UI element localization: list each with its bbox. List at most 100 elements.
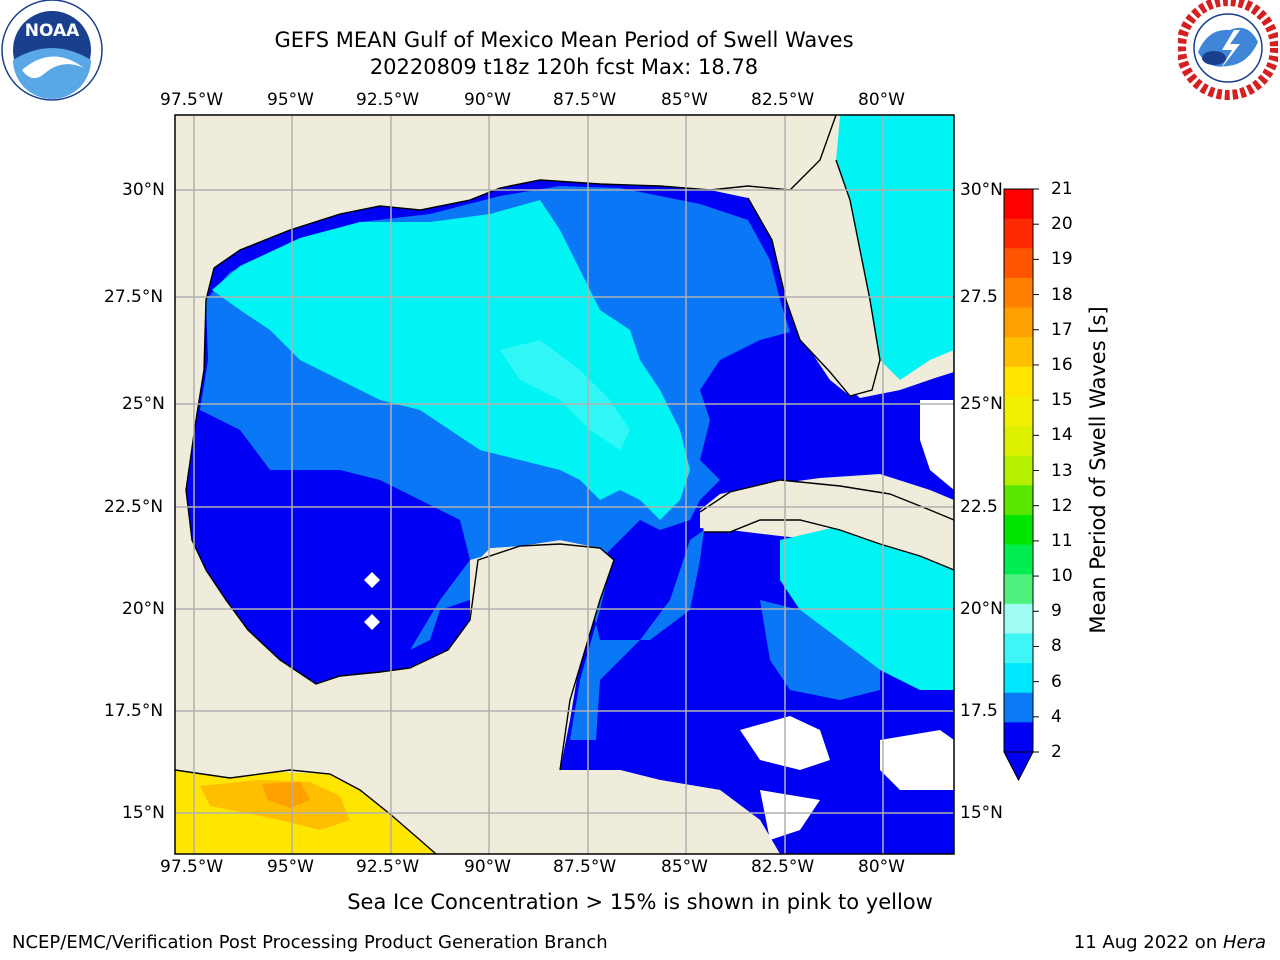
colorbar-segment (1004, 663, 1033, 694)
lat-label-left: 27.5°N (104, 287, 164, 307)
lat-label-right: 27.5 (960, 287, 998, 307)
colorbar-tick-label: 2 (1051, 742, 1062, 762)
mexico-land (175, 115, 420, 790)
colorbar-segment (1004, 218, 1033, 249)
noaa-logo-text: NOAA (25, 21, 80, 41)
colorbar-segment (1004, 574, 1033, 605)
lon-label-top: 95°W (267, 90, 314, 110)
lon-label-bottom: 87.5°W (553, 857, 617, 877)
lon-label-bottom: 80°W (858, 857, 905, 877)
lat-label-left: 25°N (122, 394, 165, 414)
lat-label-right: 15°N (960, 803, 1003, 823)
colorbar-tick-label: 18 (1051, 284, 1073, 305)
map-frame (174, 114, 955, 855)
nws-logo-icon (1176, 0, 1280, 100)
lat-label-right: 22.5 (960, 497, 998, 517)
lat-label-left: 22.5°N (104, 497, 164, 517)
us-coast-land (175, 115, 840, 268)
gulf-cyan-water (212, 200, 690, 520)
coastline-north (213, 115, 837, 269)
lat-label-left: 30°N (122, 180, 165, 200)
map-subtitle: 20220809 t18z 120h fcst Max: 18.78 (369, 55, 759, 79)
lat-label-left: 17.5°N (104, 701, 164, 721)
footer-date: 11 Aug 2022 on Hera (1074, 932, 1266, 953)
colorbar (1003, 188, 1039, 782)
colorbar-segment (1004, 337, 1033, 368)
gulf-light-cyan-streak (500, 340, 630, 450)
lon-label-bottom: 92.5°W (356, 857, 420, 877)
lon-label-top: 90°W (464, 90, 511, 110)
caption: Sea Ice Concentration > 15% is shown in … (0, 890, 1280, 914)
colorbar-segment (1004, 722, 1033, 753)
coastline-mexico (185, 267, 615, 771)
footer-date-text: 11 Aug 2022 on (1073, 932, 1223, 953)
colorbar-segment (1004, 455, 1033, 486)
cuba-land (700, 480, 954, 570)
coastline-florida (747, 159, 881, 397)
colorbar-tick-label: 20 (1051, 214, 1073, 235)
colorbar-tick-label: 9 (1051, 601, 1062, 622)
colorbar-segment (1004, 426, 1033, 457)
colorbar-tick-label: 8 (1051, 636, 1062, 657)
lat-label-right: 25°N (960, 394, 1003, 414)
central-america-land (380, 720, 780, 854)
coastline-pacific (175, 769, 437, 854)
nodata-patch (920, 400, 954, 490)
lon-label-top: 82.5°W (751, 90, 815, 110)
colorbar-segment (1004, 307, 1033, 338)
colorbar-segment (1004, 189, 1033, 220)
footer-host: Hera (1222, 932, 1266, 953)
colorbar-tick-label: 21 (1051, 179, 1073, 199)
pacific-orange-region (200, 780, 350, 830)
lon-label-top: 97.5°W (160, 90, 224, 110)
colorbar-tick-label: 12 (1051, 495, 1073, 516)
coastline-cuba (699, 479, 954, 571)
colorbar-tick-label: 17 (1051, 319, 1073, 340)
nodata-patch (880, 730, 954, 790)
colorbar-segment (1004, 485, 1033, 516)
lat-label-right: 20°N (960, 599, 1003, 619)
lon-label-top: 92.5°W (356, 90, 420, 110)
colorbar-extend-arrow (1003, 751, 1034, 782)
lon-label-top: 80°W (858, 90, 905, 110)
colorbar-tick-label: 13 (1051, 460, 1073, 481)
atlantic-cyan-water (836, 115, 954, 380)
lon-label-top: 85°W (661, 90, 708, 110)
nodata-patch (364, 614, 380, 630)
lat-label-right: 30°N (960, 180, 1003, 200)
colorbar-tick-label: 6 (1051, 671, 1062, 692)
colorbar-segment (1004, 366, 1033, 397)
colorbar-tick-label: 16 (1051, 354, 1073, 375)
colorbar-segment (1004, 248, 1033, 279)
lat-label-left: 15°N (122, 803, 165, 823)
colorbar-segment (1004, 514, 1033, 546)
colorbar-label: Mean Period of Swell Waves [s] (1086, 306, 1110, 634)
colorbar-tick-label: 19 (1051, 249, 1073, 270)
colorbar-segment (1004, 692, 1033, 723)
lat-label-left: 20°N (122, 599, 165, 619)
lon-label-bottom: 95°W (267, 857, 314, 877)
footer-credit: NCEP/EMC/Verification Post Processing Pr… (12, 932, 608, 953)
colorbar-tick-label: 15 (1051, 390, 1073, 411)
colorbar-tick-label: 11 (1051, 530, 1073, 551)
noaa-logo-icon: NOAA (0, 0, 104, 104)
nodata-patch (760, 790, 820, 840)
colorbar-tick-label: 4 (1051, 706, 1062, 727)
colorbar-tick-label: 14 (1051, 425, 1073, 446)
pacific-dark-orange-spot (262, 782, 310, 808)
caption-text: Sea Ice Concentration > 15% is shown in … (347, 890, 933, 914)
caribbean-cyan-water (780, 526, 954, 690)
lon-label-bottom: 85°W (661, 857, 708, 877)
nodata-patch (364, 572, 380, 588)
colorbar-tick-label: 10 (1051, 566, 1073, 587)
lon-label-bottom: 90°W (464, 857, 511, 877)
map-title: GEFS MEAN Gulf of Mexico Mean Period of … (274, 28, 854, 52)
lon-label-top: 87.5°W (553, 90, 617, 110)
colorbar-segment (1004, 277, 1033, 309)
lon-label-bottom: 97.5°W (160, 857, 224, 877)
lat-label-right: 17.5 (960, 701, 998, 721)
florida-land (748, 115, 880, 396)
yucatan-land (410, 544, 614, 770)
colorbar-segment (1004, 603, 1033, 634)
colorbar-segment (1004, 544, 1033, 575)
